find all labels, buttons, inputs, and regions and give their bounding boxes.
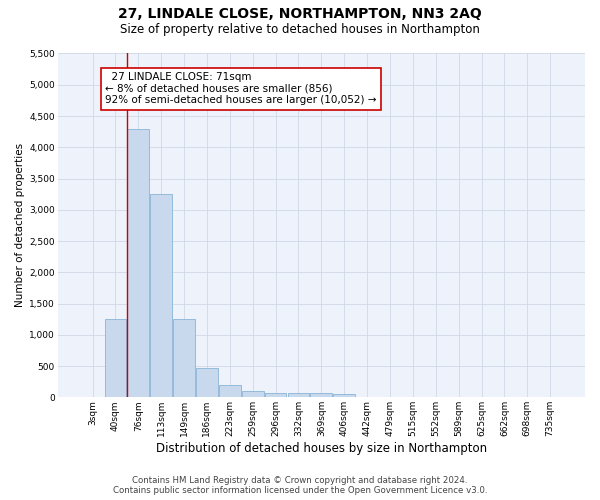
Bar: [265, 392, 286, 398]
Text: 27 LINDALE CLOSE: 71sqm
← 8% of detached houses are smaller (856)
92% of semi-de: 27 LINDALE CLOSE: 71sqm ← 8% of detached…: [105, 72, 377, 106]
Text: Contains HM Land Registry data © Crown copyright and database right 2024.
Contai: Contains HM Land Registry data © Crown c…: [113, 476, 487, 495]
Bar: [219, 385, 241, 398]
Bar: [242, 391, 263, 398]
Bar: [173, 319, 195, 398]
Bar: [287, 392, 310, 398]
Bar: [196, 368, 218, 398]
X-axis label: Distribution of detached houses by size in Northampton: Distribution of detached houses by size …: [156, 442, 487, 455]
Text: Size of property relative to detached houses in Northampton: Size of property relative to detached ho…: [120, 22, 480, 36]
Bar: [151, 194, 172, 398]
Bar: [334, 394, 355, 398]
Text: 27, LINDALE CLOSE, NORTHAMPTON, NN3 2AQ: 27, LINDALE CLOSE, NORTHAMPTON, NN3 2AQ: [118, 8, 482, 22]
Bar: [127, 128, 149, 398]
Bar: [310, 392, 332, 398]
Y-axis label: Number of detached properties: Number of detached properties: [15, 144, 25, 308]
Bar: [104, 319, 126, 398]
